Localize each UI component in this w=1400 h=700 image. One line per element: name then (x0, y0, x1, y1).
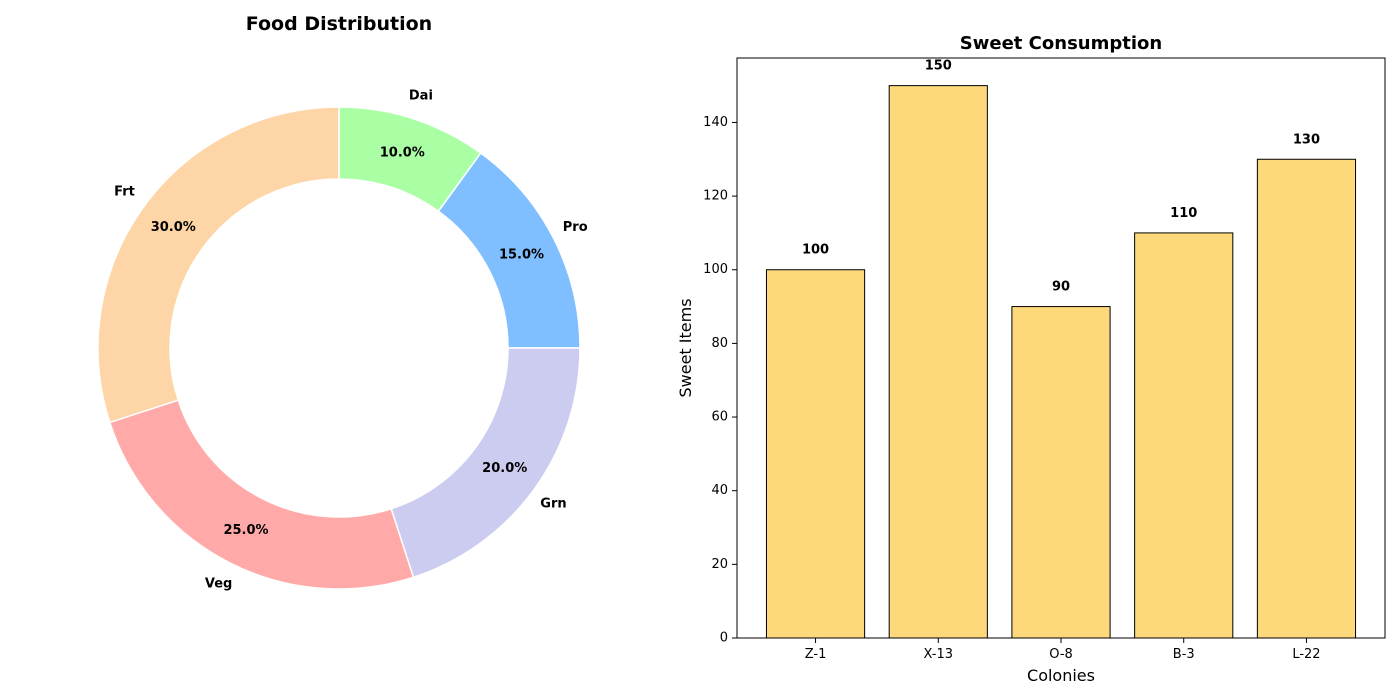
bar-b-3 (1134, 232, 1234, 639)
x-tick-label-l-22: L-22 (1292, 647, 1320, 662)
y-tick-label: 20 (711, 557, 728, 572)
y-tick-label: 40 (711, 483, 728, 498)
y-tick-label: 80 (711, 336, 728, 351)
y-tick-label: 140 (703, 115, 728, 130)
donut-slice-grn (390, 347, 581, 579)
bar-bars (765, 85, 1357, 639)
bar-chart-title: Sweet Consumption (960, 33, 1162, 54)
x-axis: Z-1 X-13 O-8 B-3 L-22 (805, 638, 1321, 662)
y-tick-label: 0 (720, 631, 728, 646)
donut-pct-label-pro: 15.0% (499, 248, 544, 263)
donut-pct-label-grn: 20.0% (482, 461, 527, 476)
donut-pct-label-dai: 10.0% (380, 146, 425, 161)
y-axis: 0 20 40 60 80 100 120 140 (703, 115, 737, 646)
bar-value-label-l-22: 130 (1293, 132, 1320, 147)
x-tick-label-b-3: B-3 (1173, 647, 1195, 662)
y-tick-label: 120 (703, 189, 728, 204)
donut-pct-label-veg: 25.0% (223, 523, 268, 538)
bar-value-label-x-13: 150 (925, 59, 952, 74)
donut-chart: Food Distribution Pro 15.0% Dai 10.0% Frt 30.… (97, 13, 588, 592)
x-tick-label-z-1: Z-1 (805, 647, 827, 662)
x-tick-label-o-8: O-8 (1049, 647, 1073, 662)
y-tick-label: 100 (703, 262, 728, 277)
bar-value-labels: 100 150 90 110 130 (802, 59, 1320, 295)
bar-chart: Sweet Consumption 100 150 90 110 130 0 20 40 60… (676, 33, 1386, 685)
donut-label-pro: Pro (563, 220, 588, 235)
donut-slice-veg (108, 399, 415, 590)
donut-labels: Pro 15.0% Dai 10.0% Frt 30.0% Veg 25.0% Grn 20.0% (114, 88, 588, 591)
bar-value-label-z-1: 100 (802, 243, 829, 258)
x-tick-label-x-13: X-13 (924, 647, 954, 662)
x-axis-label: Colonies (1027, 666, 1095, 685)
bar-value-label-b-3: 110 (1170, 206, 1197, 221)
bar-value-label-o-8: 90 (1052, 280, 1070, 295)
donut-label-grn: Grn (540, 496, 566, 511)
donut-label-dai: Dai (409, 88, 433, 103)
bar-o-8 (1011, 306, 1111, 639)
bar-l-22 (1256, 158, 1357, 639)
y-tick-label: 60 (711, 410, 728, 425)
bar-x-13 (888, 85, 988, 639)
donut-label-veg: Veg (205, 577, 232, 592)
donut-pct-label-frt: 30.0% (151, 220, 196, 235)
donut-chart-title: Food Distribution (246, 13, 432, 35)
donut-slice-frt (97, 106, 340, 424)
donut-slices (97, 106, 581, 590)
bar-z-1 (765, 269, 866, 639)
y-axis-label: Sweet Items (676, 298, 695, 397)
donut-label-frt: Frt (114, 185, 135, 200)
